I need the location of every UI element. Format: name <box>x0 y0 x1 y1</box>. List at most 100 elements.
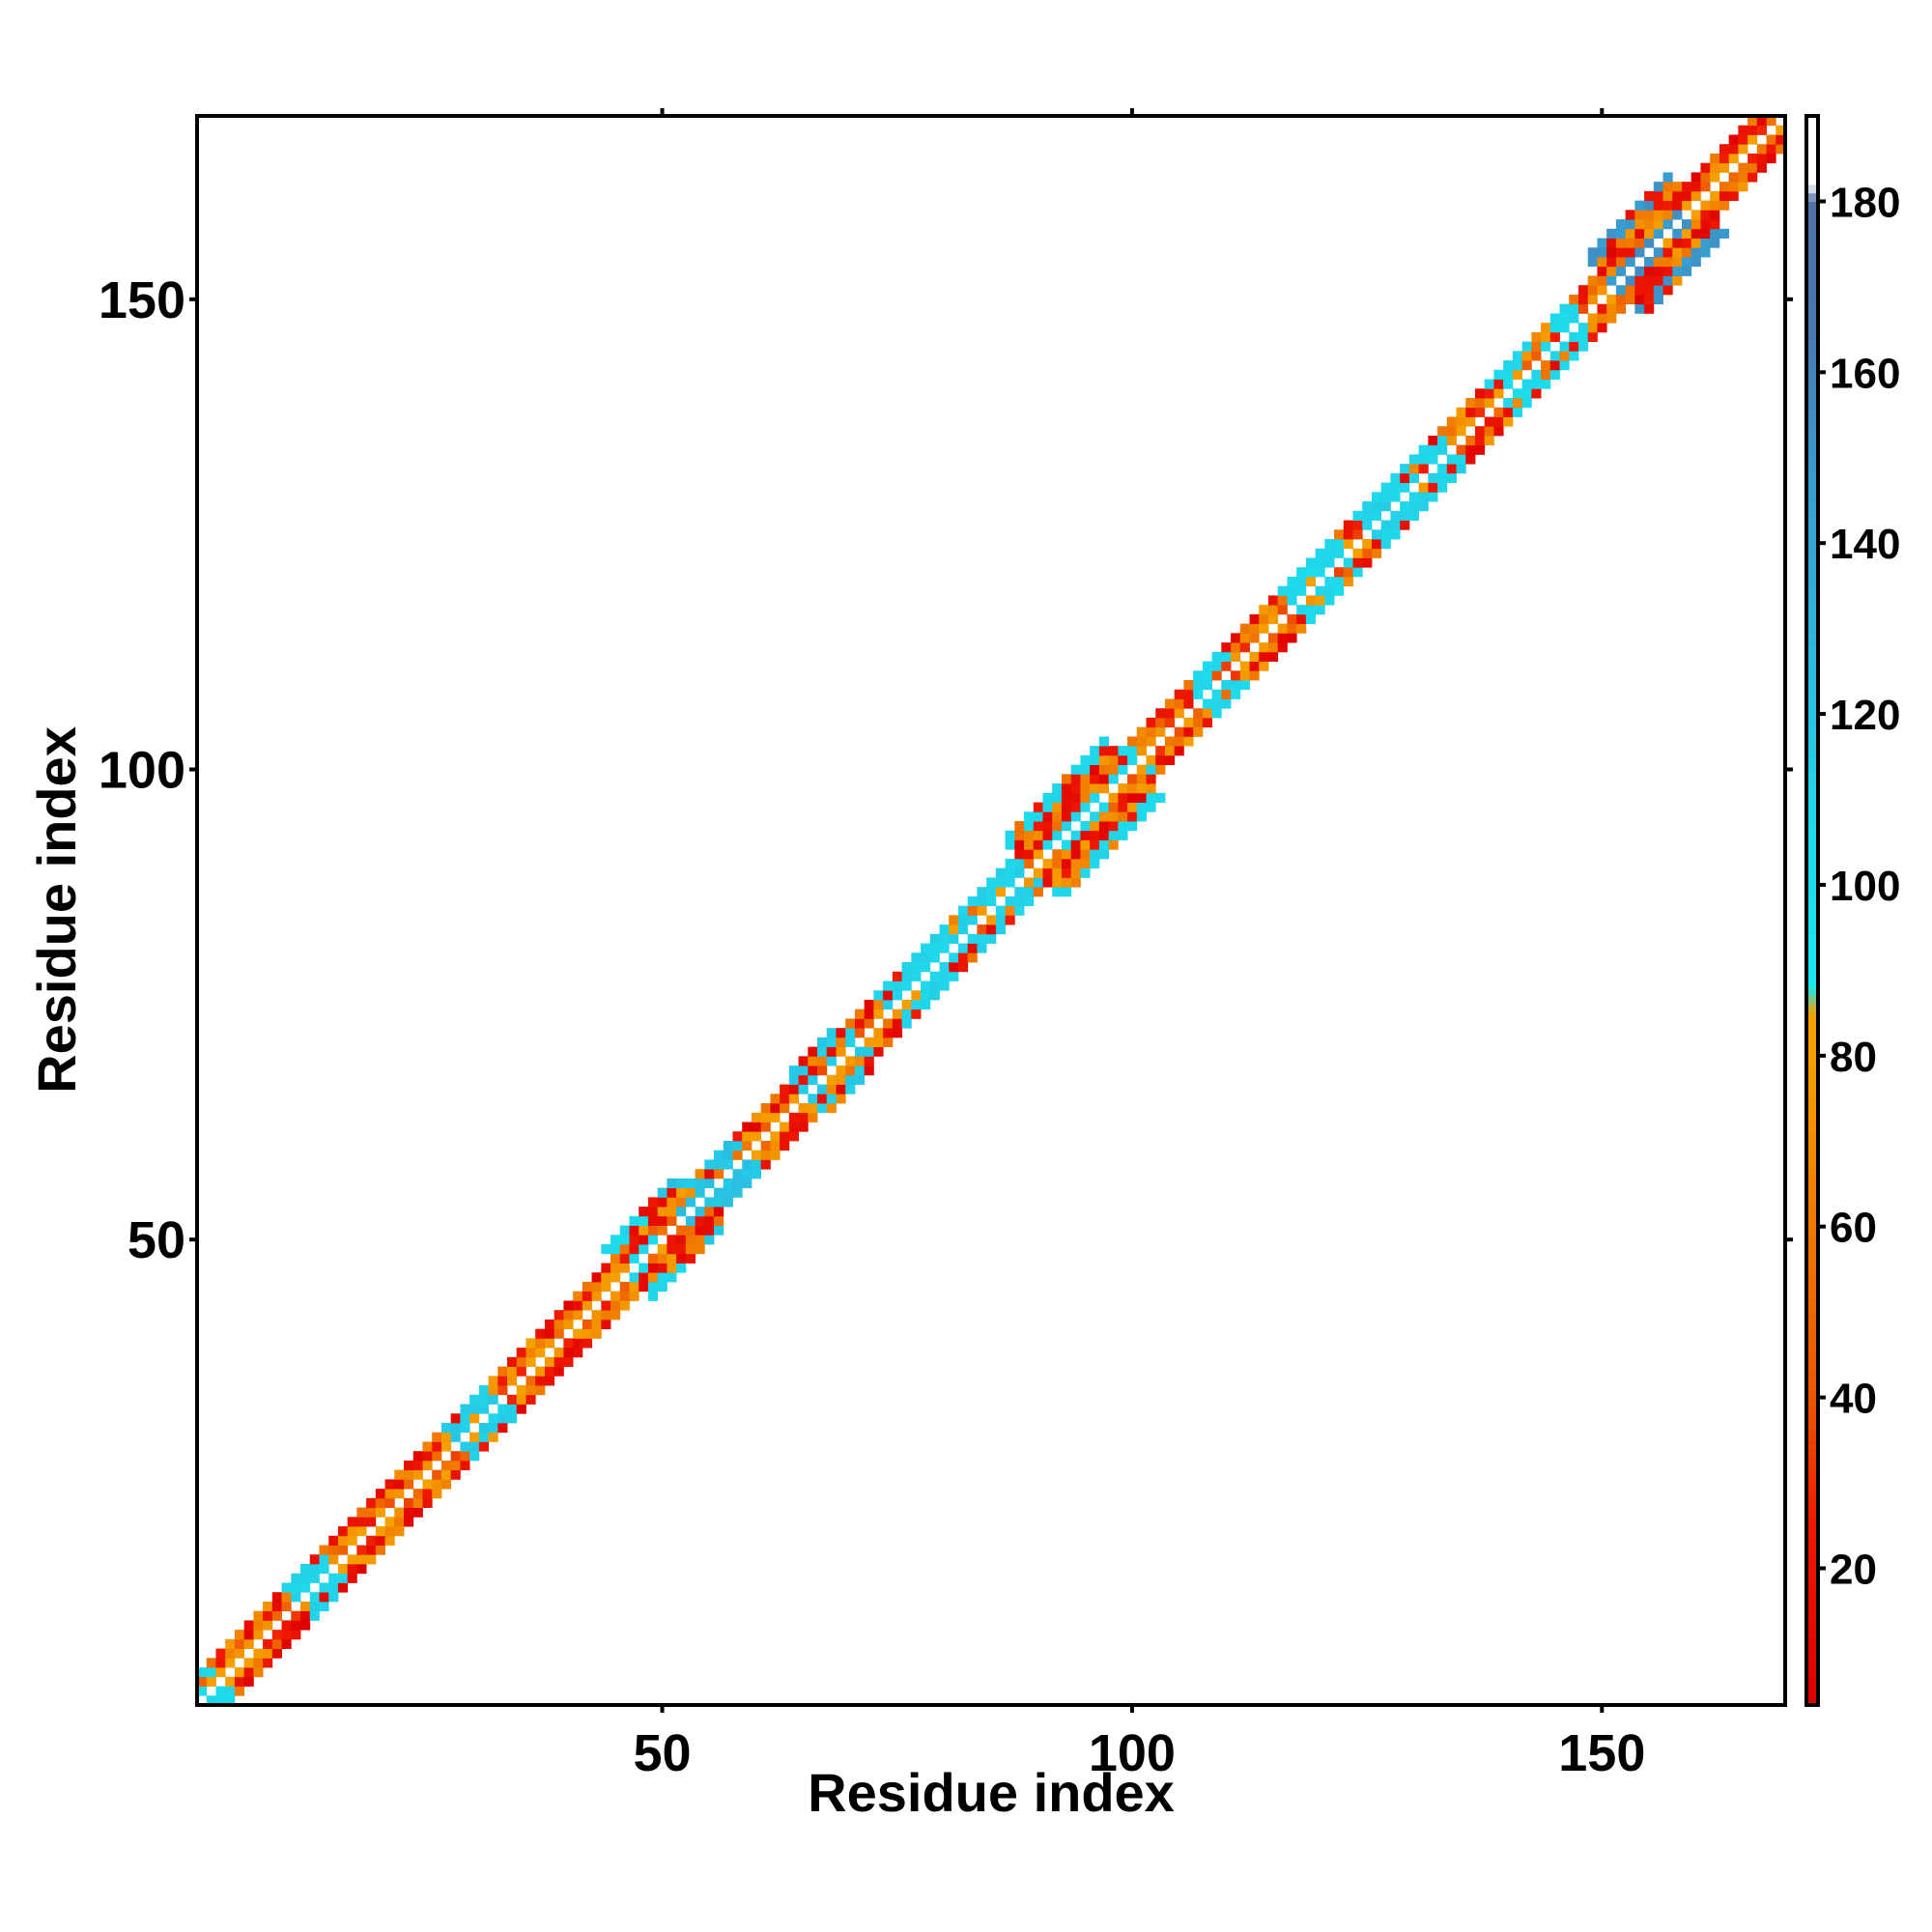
heatmap-cell <box>1052 867 1063 878</box>
heatmap-cell <box>986 915 997 925</box>
colorbar-segment <box>1806 1423 1818 1433</box>
heatmap-cell <box>1446 464 1457 474</box>
colorbar-segment <box>1806 243 1818 254</box>
heatmap-cell <box>225 1676 236 1687</box>
heatmap-cell <box>788 1094 799 1104</box>
heatmap-cell <box>1080 764 1091 775</box>
colorbar-segment <box>1806 1379 1818 1390</box>
heatmap-cell <box>1428 472 1438 484</box>
heatmap-cell <box>1606 228 1617 239</box>
heatmap-cell <box>478 1432 489 1442</box>
heatmap-cell <box>817 1046 828 1057</box>
heatmap-cell <box>760 1140 771 1151</box>
heatmap-cell <box>1690 182 1701 192</box>
heatmap-cell <box>1541 323 1551 333</box>
heatmap-cell <box>1024 849 1035 860</box>
heatmap-cell <box>1315 557 1325 568</box>
colorbar-segment <box>1806 389 1818 399</box>
heatmap-cell <box>1484 398 1494 409</box>
heatmap-cell <box>1070 792 1081 803</box>
heatmap-cell <box>1428 435 1438 446</box>
heatmap-cell <box>1549 369 1560 380</box>
heatmap-cell <box>582 1319 592 1330</box>
heatmap-cell <box>554 1348 564 1358</box>
heatmap-cell <box>1597 303 1607 314</box>
heatmap-cell <box>1193 726 1204 737</box>
heatmap-cell <box>1042 867 1053 878</box>
heatmap-cell <box>995 877 1006 888</box>
heatmap-cell <box>582 1338 592 1349</box>
heatmap-cell <box>1503 407 1514 417</box>
heatmap-cell <box>1653 266 1663 276</box>
colorbar-segment <box>1806 278 1818 288</box>
heatmap-cell <box>1512 351 1523 361</box>
heatmap-cell <box>1098 736 1109 747</box>
heatmap-cell <box>845 1084 856 1094</box>
heatmap-cell <box>591 1272 602 1283</box>
heatmap-cell <box>271 1638 282 1649</box>
heatmap-cell <box>1615 303 1627 314</box>
heatmap-cell <box>1070 764 1081 775</box>
heatmap-cell <box>1211 708 1222 719</box>
heatmap-cell <box>263 1620 273 1631</box>
heatmap-cell <box>563 1348 574 1358</box>
heatmap-cell <box>1202 717 1213 728</box>
colorbar-segment <box>1806 901 1818 912</box>
heatmap-cell <box>883 990 894 1001</box>
heatmap-cell <box>253 1658 264 1668</box>
heatmap-cell <box>271 1630 282 1640</box>
heatmap-cell <box>639 1215 649 1226</box>
heatmap-cell <box>1334 548 1345 558</box>
heatmap-cell <box>742 1122 753 1132</box>
heatmap-cell <box>1662 172 1673 183</box>
heatmap-cell <box>1597 266 1607 276</box>
heatmap-cell <box>1305 567 1317 578</box>
heatmap-cell <box>1446 454 1457 465</box>
heatmap-cell <box>667 1253 677 1264</box>
heatmap-cell <box>1362 520 1373 530</box>
heatmap-cell <box>611 1235 621 1245</box>
heatmap-cell <box>243 1667 254 1678</box>
heatmap-cell <box>563 1356 574 1367</box>
heatmap-cell <box>1634 266 1645 276</box>
heatmap-cell <box>507 1356 518 1367</box>
heatmap-cell <box>432 1479 442 1490</box>
heatmap-cell <box>601 1272 611 1283</box>
heatmap-cell <box>929 980 940 991</box>
heatmap-cell <box>497 1422 508 1434</box>
heatmap-cell <box>1644 275 1655 286</box>
heatmap-cell <box>412 1497 423 1508</box>
heatmap-cell <box>864 1056 874 1066</box>
heatmap-cell <box>836 1028 846 1038</box>
heatmap-cell <box>1052 877 1063 888</box>
heatmap-cell <box>695 1169 705 1179</box>
heatmap-cell <box>1249 633 1260 643</box>
heatmap-cell <box>1108 792 1119 803</box>
heatmap-cell <box>440 1460 452 1471</box>
colorbar-segment <box>1806 559 1818 570</box>
heatmap-cell <box>873 1037 884 1048</box>
heatmap-cell <box>225 1686 236 1696</box>
heatmap-cell <box>1090 783 1100 794</box>
heatmap-cell <box>808 1103 818 1114</box>
colorbar-segment <box>1806 1636 1818 1646</box>
heatmap-cell <box>1681 219 1692 230</box>
heatmap-cell <box>1296 613 1307 625</box>
heatmap-cell <box>1239 661 1250 671</box>
heatmap-cell <box>1249 651 1260 662</box>
heatmap-cell <box>526 1394 536 1405</box>
heatmap-cell <box>601 1310 611 1321</box>
heatmap-cell <box>1108 830 1119 840</box>
heatmap-cell <box>1155 792 1166 803</box>
colorbar-segment <box>1806 825 1818 835</box>
heatmap-cell <box>826 1074 837 1085</box>
heatmap-cell <box>1221 661 1232 671</box>
heatmap-cell <box>1549 313 1560 324</box>
heatmap-cell <box>1710 228 1720 239</box>
heatmap-cell <box>1681 200 1692 211</box>
colorbar-segment <box>1806 893 1818 903</box>
heatmap-cell <box>770 1131 781 1142</box>
colorbar-segment <box>1806 1030 1818 1039</box>
heatmap-cell <box>432 1489 442 1499</box>
colorbar-tick-label: 180 <box>1830 179 1900 226</box>
